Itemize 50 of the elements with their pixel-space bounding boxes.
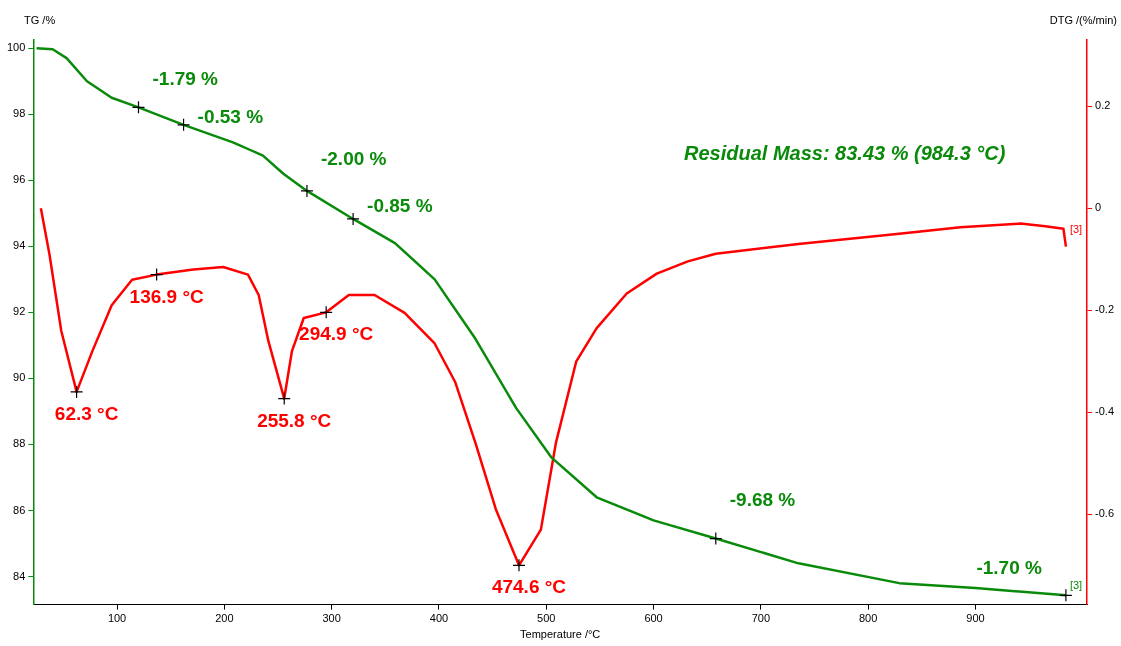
y-tick-label: 94 [13,239,26,252]
y2-axis-title: DTG /(%/min) [1049,14,1117,26]
y2-tick-label: -0.2 [1095,303,1115,316]
annotation: -1.70 % [976,556,1043,578]
point [131,100,146,114]
annotation: [3] [1069,579,1083,592]
x-tick-label: 100 [107,612,127,625]
point [150,268,164,282]
x-tick-label: 400 [429,612,449,625]
point [346,212,360,226]
x-tick-label: 900 [966,612,985,625]
annotation: -9.68 % [729,488,796,510]
x-tick-label: 700 [751,612,771,625]
point [512,558,526,572]
x-tick-label: 600 [644,612,663,625]
y-tick-label: 88 [13,437,26,450]
y-tick-label: 100 [6,41,26,54]
x-tick-label: 300 [322,612,341,625]
x-tick-label: 200 [215,612,234,625]
annotation: -2.00 % [320,147,387,169]
x-tick-label: 500 [537,612,556,625]
annotation: 294.9 °C [299,323,374,345]
y-tick-label: 98 [13,107,26,120]
y-axis-title: TG /% [24,14,56,26]
y2-tick-label: 0.2 [1095,99,1111,112]
x-axis-title: Temperature /°C [520,628,601,641]
annotation: -1.79 % [152,67,219,89]
point [709,531,723,546]
y2-tick-label: -0.6 [1095,507,1115,520]
x-tick-label: 800 [858,612,878,625]
y-tick-label: 84 [13,569,26,582]
point [300,184,314,198]
y-tick-label: 90 [13,371,26,384]
annotation: Residual Mass: 83.43 % (984.3 °C) [683,142,1006,164]
y-tick-label: 92 [13,305,26,318]
annotation: -0.85 % [367,194,433,216]
annotation: [3] [1069,222,1083,235]
point [70,385,84,399]
annotation: 474.6 °C [491,576,567,598]
annotation: -0.53 % [197,106,264,128]
y2-tick-label: -0.4 [1095,405,1115,418]
y2-tick-label: 0 [1095,201,1102,214]
y-tick-label: 86 [13,503,26,516]
y-tick-label: 96 [13,173,26,186]
point [319,305,333,319]
annotation: 255.8 °C [257,409,332,431]
annotation: 62.3 °C [54,402,119,424]
point [176,118,191,132]
point [277,391,291,406]
annotation: 136.9 °C [129,285,204,307]
